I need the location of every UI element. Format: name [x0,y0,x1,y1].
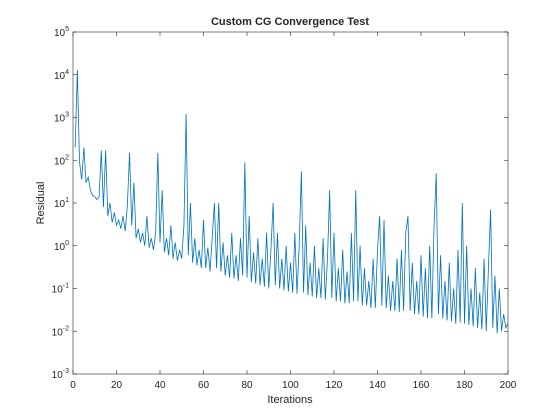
x-tick-label: 120 [326,380,343,391]
x-tick-label: 0 [70,380,76,391]
x-tick-label: 140 [369,380,386,391]
y-tick-label: 105 [54,26,69,39]
x-tick-label: 20 [111,380,123,391]
y-tick-label: 10-2 [52,325,69,338]
x-tick-label: 100 [282,380,299,391]
y-tick-label: 101 [54,197,69,210]
x-tick-label: 160 [413,380,430,391]
y-tick-label: 104 [54,69,69,82]
plot-area [73,32,508,374]
y-tick-label: 100 [54,240,69,253]
y-tick-label: 10-3 [52,368,69,381]
y-tick-label: 102 [54,154,69,167]
chart-title: Custom CG Convergence Test [211,16,369,28]
x-tick-label: 200 [500,380,517,391]
axes-box [72,31,509,375]
x-tick-label: 60 [198,380,210,391]
y-tick-label: 10-1 [52,283,69,296]
y-axis-label: Residual [35,182,47,225]
x-tick-label: 180 [456,380,473,391]
y-tick-label: 103 [54,112,69,125]
x-tick-label: 80 [241,380,253,391]
x-axis-label: Iterations [267,394,313,406]
x-tick-label: 40 [154,380,166,391]
series-line [74,69,509,334]
